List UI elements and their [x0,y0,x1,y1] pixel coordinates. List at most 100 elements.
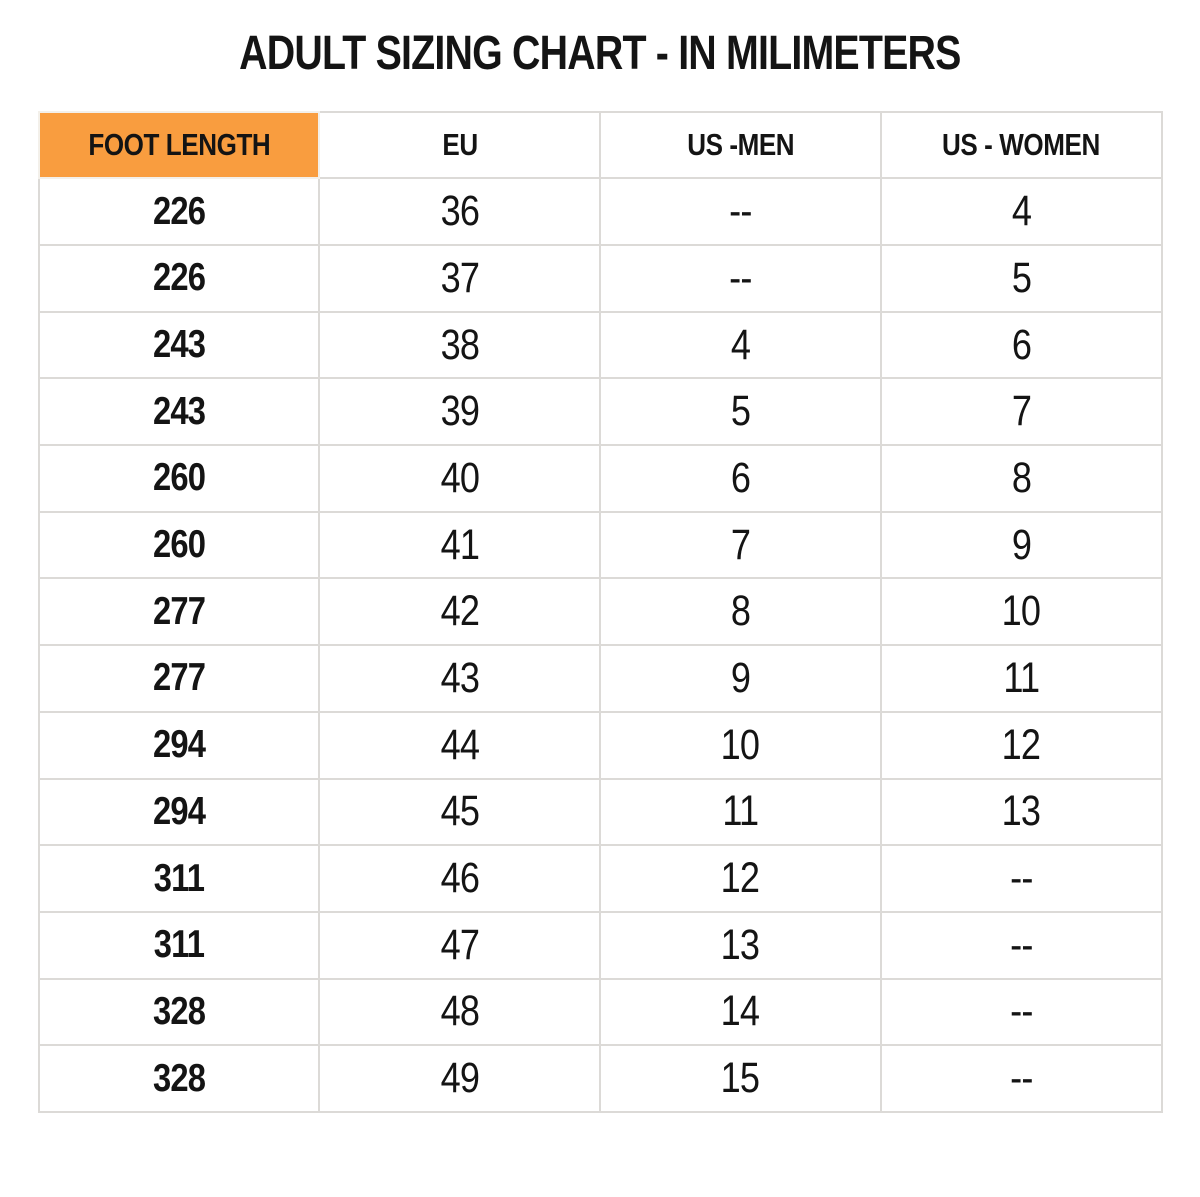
cell-value: 13 [721,920,760,969]
cell-foot-length: 243 [37,310,321,380]
cell-us-women: 4 [879,177,1163,246]
page-root: ADULT SIZING CHART - IN MILIMETERS FOOT … [0,26,1200,1197]
cell-us-men: -- [599,177,882,246]
cell-value: 14 [721,987,760,1036]
cell-us-men: 10 [599,710,882,780]
cell-value: 45 [440,787,479,836]
cell-foot-length: 277 [37,577,321,647]
cell-value: 5 [730,387,751,436]
cell-foot-length: 311 [37,910,321,980]
cell-value: 5 [1011,253,1031,302]
cell-value: 10 [1001,587,1041,636]
cell-value: -- [1009,987,1033,1036]
cell-value: 277 [152,656,206,700]
cell-foot-length: 294 [37,710,321,780]
table-row: 277 42 8 10 [37,577,1163,647]
cell-value: 42 [440,587,479,636]
cell-us-women: -- [879,977,1163,1047]
table-row: 226 37 -- 5 [37,244,1163,313]
cell-value: 7 [730,520,751,569]
cell-value: 226 [152,256,206,300]
cell-value: 13 [1001,787,1041,836]
cell-us-women: -- [879,1044,1163,1113]
table-row: 243 39 5 7 [37,377,1163,447]
cell-foot-length: 294 [37,777,321,847]
cell-eu: 46 [318,844,601,913]
cell-us-men: 15 [599,1044,882,1113]
cell-value: 294 [152,723,206,767]
cell-value: 4 [1011,187,1031,236]
cell-value: 7 [1011,387,1031,436]
cell-us-men: 9 [599,644,882,713]
cell-value: 8 [1011,453,1031,502]
column-header-label: US -MEN [686,126,794,162]
cell-foot-length: 226 [37,244,321,313]
cell-us-women: -- [879,844,1163,913]
cell-foot-length: 328 [37,1044,321,1113]
cell-value: 6 [1011,320,1031,369]
cell-value: 48 [440,987,479,1036]
table-row: 311 46 12 -- [37,844,1163,913]
cell-us-women: 7 [879,377,1163,447]
cell-value: 328 [152,1056,206,1100]
table-row: 243 38 4 6 [37,310,1163,380]
cell-value: 38 [440,320,479,369]
cell-us-men: 7 [599,510,882,580]
table-row: 277 43 9 11 [37,644,1163,713]
table-header-row: FOOT LENGTH EU US -MEN US - WOMEN [37,110,1163,180]
cell-value: 243 [152,323,206,367]
cell-value: 311 [153,856,205,900]
cell-value: 37 [440,253,479,302]
cell-us-men: 14 [599,977,882,1047]
cell-foot-length: 260 [37,444,321,513]
cell-us-men: 4 [599,310,882,380]
cell-value: 260 [152,456,206,500]
cell-eu: 48 [318,977,601,1047]
cell-foot-length: 260 [37,510,321,580]
table-row: 311 47 13 -- [37,910,1163,980]
cell-us-men: 6 [599,444,882,513]
column-header-label: FOOT LENGTH [87,126,270,162]
table-row: 226 36 -- 4 [37,177,1163,246]
cell-value: 294 [152,789,206,833]
cell-value: 44 [440,720,479,769]
cell-us-women: 11 [879,644,1163,713]
cell-us-women: 6 [879,310,1163,380]
cell-value: 4 [730,320,751,369]
table-row: 328 49 15 -- [37,1044,1163,1113]
table-row: 294 44 10 12 [37,710,1163,780]
cell-value: 277 [152,589,206,633]
cell-us-men: 13 [599,910,882,980]
cell-value: 12 [721,854,760,903]
cell-eu: 43 [318,644,601,713]
cell-value: 243 [152,389,206,433]
cell-us-men: 12 [599,844,882,913]
column-header-label: US - WOMEN [942,126,1101,162]
cell-us-women: 9 [879,510,1163,580]
column-header-label: EU [441,126,478,162]
cell-us-women: 5 [879,244,1163,313]
cell-eu: 47 [318,910,601,980]
table-body: 226 36 -- 4 226 37 -- 5 243 38 4 6 243 39 5 7 260 40 6 8 260… [37,177,1163,1113]
cell-value: 11 [1003,653,1040,702]
cell-foot-length: 277 [37,644,321,713]
cell-value: -- [1009,1054,1033,1103]
cell-eu: 44 [318,710,601,780]
cell-value: -- [1009,920,1033,969]
cell-us-women: -- [879,910,1163,980]
page-title: ADULT SIZING CHART - IN MILIMETERS [0,26,1200,83]
cell-eu: 41 [318,510,601,580]
column-header-us-men: US -MEN [599,110,882,180]
cell-us-men: 5 [599,377,882,447]
cell-value: 39 [440,387,479,436]
cell-value: 15 [721,1054,760,1103]
cell-eu: 36 [318,177,601,246]
cell-value: -- [1009,854,1033,903]
cell-us-women: 10 [879,577,1163,647]
table-row: 260 41 7 9 [37,510,1163,580]
cell-eu: 39 [318,377,601,447]
column-header-us-women: US - WOMEN [879,110,1163,180]
cell-eu: 45 [318,777,601,847]
cell-value: 328 [152,989,206,1033]
column-header-eu: EU [318,110,601,180]
